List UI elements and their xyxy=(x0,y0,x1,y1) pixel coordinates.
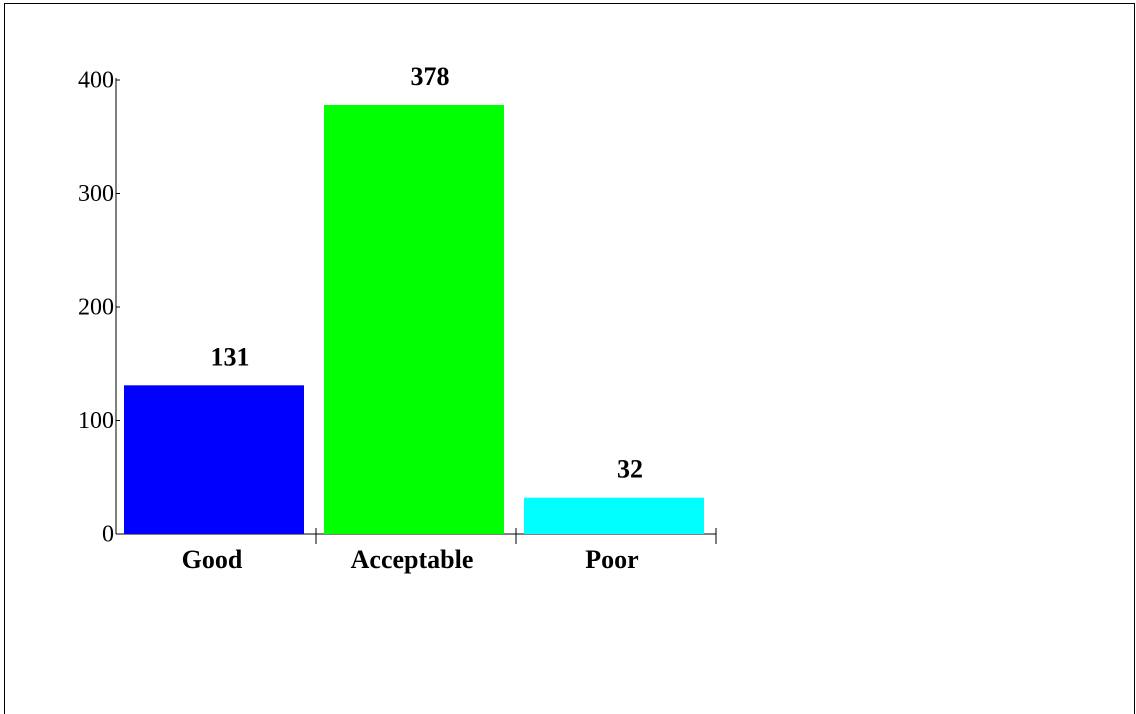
bar xyxy=(524,497,704,534)
y-tick-label: 300 xyxy=(78,181,114,207)
x-tick-label: Acceptable xyxy=(351,545,474,574)
y-tick-label: 0 xyxy=(102,522,114,548)
y-tick-label: 100 xyxy=(78,408,114,434)
bar xyxy=(324,104,504,534)
value-label: 32 xyxy=(617,455,643,484)
y-tick-label: 200 xyxy=(78,295,114,321)
value-label: 378 xyxy=(411,62,450,91)
bar xyxy=(124,385,304,534)
x-tick-label: Good xyxy=(182,545,243,574)
x-tick-label: Poor xyxy=(585,545,638,574)
y-tick-label: 400 xyxy=(78,68,114,94)
value-label: 131 xyxy=(211,342,250,371)
frame xyxy=(4,3,1135,714)
